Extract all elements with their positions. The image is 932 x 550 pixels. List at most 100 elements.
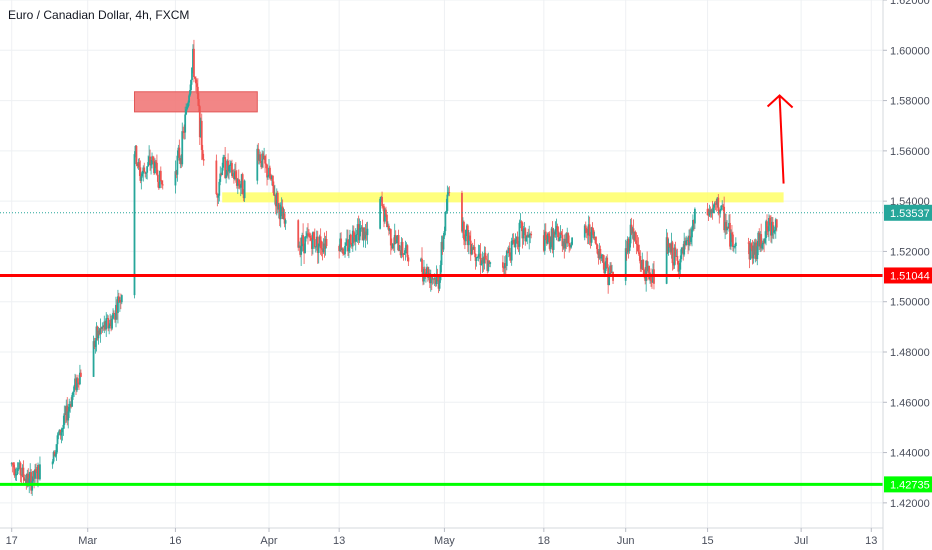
candle-body bbox=[276, 192, 279, 210]
candle-body bbox=[272, 186, 275, 196]
candle-body bbox=[79, 372, 81, 385]
candle-body bbox=[18, 462, 21, 468]
candle-body bbox=[711, 209, 714, 213]
candle-body bbox=[235, 177, 238, 186]
candle-body bbox=[765, 221, 767, 239]
candle-body bbox=[550, 228, 553, 242]
candle-body bbox=[23, 477, 26, 481]
candle-body bbox=[552, 232, 555, 250]
zones bbox=[133, 91, 784, 203]
arrow-head bbox=[766, 94, 794, 109]
candle-body bbox=[438, 280, 441, 289]
candle-body bbox=[673, 247, 676, 266]
candle-body bbox=[567, 233, 570, 243]
candle-body bbox=[321, 249, 324, 253]
candle-body bbox=[463, 239, 466, 242]
candle-body bbox=[396, 235, 399, 241]
candle-body bbox=[591, 227, 594, 230]
candle-body bbox=[593, 236, 596, 238]
candle-body bbox=[404, 247, 407, 254]
y-tick-label: 1.44000 bbox=[890, 448, 930, 460]
candle-body bbox=[17, 467, 20, 469]
candle-body bbox=[216, 194, 219, 198]
candle-body bbox=[630, 224, 633, 234]
candle-body bbox=[748, 242, 751, 260]
candle-body bbox=[558, 237, 561, 242]
candle-body bbox=[176, 155, 179, 175]
candle-body bbox=[97, 330, 100, 339]
candle-body bbox=[394, 235, 397, 244]
last-price-tag bbox=[884, 204, 932, 221]
candle-body bbox=[399, 250, 402, 256]
candle-body bbox=[503, 263, 506, 268]
candle-body bbox=[637, 244, 640, 253]
candle-body bbox=[182, 131, 185, 133]
candle-body bbox=[317, 243, 320, 253]
candle-body bbox=[363, 227, 366, 239]
candle-body bbox=[636, 244, 639, 245]
chart-title: Euro / Canadian Dollar, 4h, FXCM bbox=[8, 8, 190, 22]
candle-body bbox=[480, 263, 483, 266]
candle-body bbox=[228, 166, 230, 172]
y-tick-label: 1.60000 bbox=[890, 45, 930, 57]
candle-body bbox=[280, 206, 283, 208]
candle-body bbox=[760, 234, 763, 249]
candle-body bbox=[347, 239, 349, 252]
candle-body bbox=[542, 235, 545, 251]
candle-body bbox=[685, 240, 688, 245]
candle-body bbox=[339, 238, 342, 252]
candle-body bbox=[301, 235, 304, 247]
candle-body bbox=[11, 463, 14, 465]
candle-body bbox=[241, 174, 244, 195]
candle-body bbox=[314, 246, 317, 248]
candle-body bbox=[386, 214, 388, 228]
candle-body bbox=[563, 241, 566, 249]
candle-body bbox=[682, 247, 685, 255]
candles bbox=[10, 39, 778, 496]
candle-body bbox=[105, 318, 108, 330]
candle-body bbox=[26, 473, 29, 484]
candle-body bbox=[148, 156, 151, 163]
candle-body bbox=[72, 391, 74, 396]
candle-body bbox=[51, 461, 54, 465]
candle-body bbox=[759, 234, 762, 247]
candle-body bbox=[677, 260, 680, 272]
candle-body bbox=[631, 228, 634, 234]
candle-body bbox=[238, 183, 241, 188]
candle-body bbox=[443, 231, 446, 237]
price-tags: 1.53537 1.51044 1.42735 bbox=[884, 204, 932, 493]
candle-body bbox=[554, 229, 557, 235]
candle-body bbox=[600, 256, 603, 259]
candle-body bbox=[766, 221, 768, 231]
candle-body bbox=[750, 243, 753, 249]
candle-body bbox=[710, 209, 713, 214]
candle-body bbox=[200, 120, 203, 150]
zone-box bbox=[133, 91, 258, 113]
candle-body bbox=[239, 185, 242, 188]
candle-body bbox=[390, 245, 393, 249]
candle-body bbox=[136, 164, 139, 166]
candle-body bbox=[483, 252, 486, 264]
candle-body bbox=[146, 166, 149, 173]
candle-body bbox=[406, 245, 409, 258]
candle-body bbox=[306, 233, 308, 237]
candle-body bbox=[195, 83, 198, 87]
candle-body bbox=[116, 304, 118, 313]
candle-body bbox=[478, 253, 481, 255]
candle-body bbox=[159, 170, 162, 181]
levels bbox=[0, 212, 883, 486]
candle-body bbox=[60, 432, 63, 436]
candle-body bbox=[117, 296, 119, 313]
candle-body bbox=[102, 326, 105, 328]
candle-body bbox=[646, 260, 649, 272]
candle-body bbox=[596, 244, 599, 254]
candle-body bbox=[223, 157, 226, 158]
candle-body bbox=[262, 153, 265, 159]
candle-body bbox=[609, 265, 612, 275]
candle-body bbox=[220, 173, 223, 176]
candle-body bbox=[134, 145, 137, 155]
candle-body bbox=[726, 226, 728, 231]
candle-body bbox=[382, 205, 384, 207]
candle-body bbox=[708, 209, 711, 216]
